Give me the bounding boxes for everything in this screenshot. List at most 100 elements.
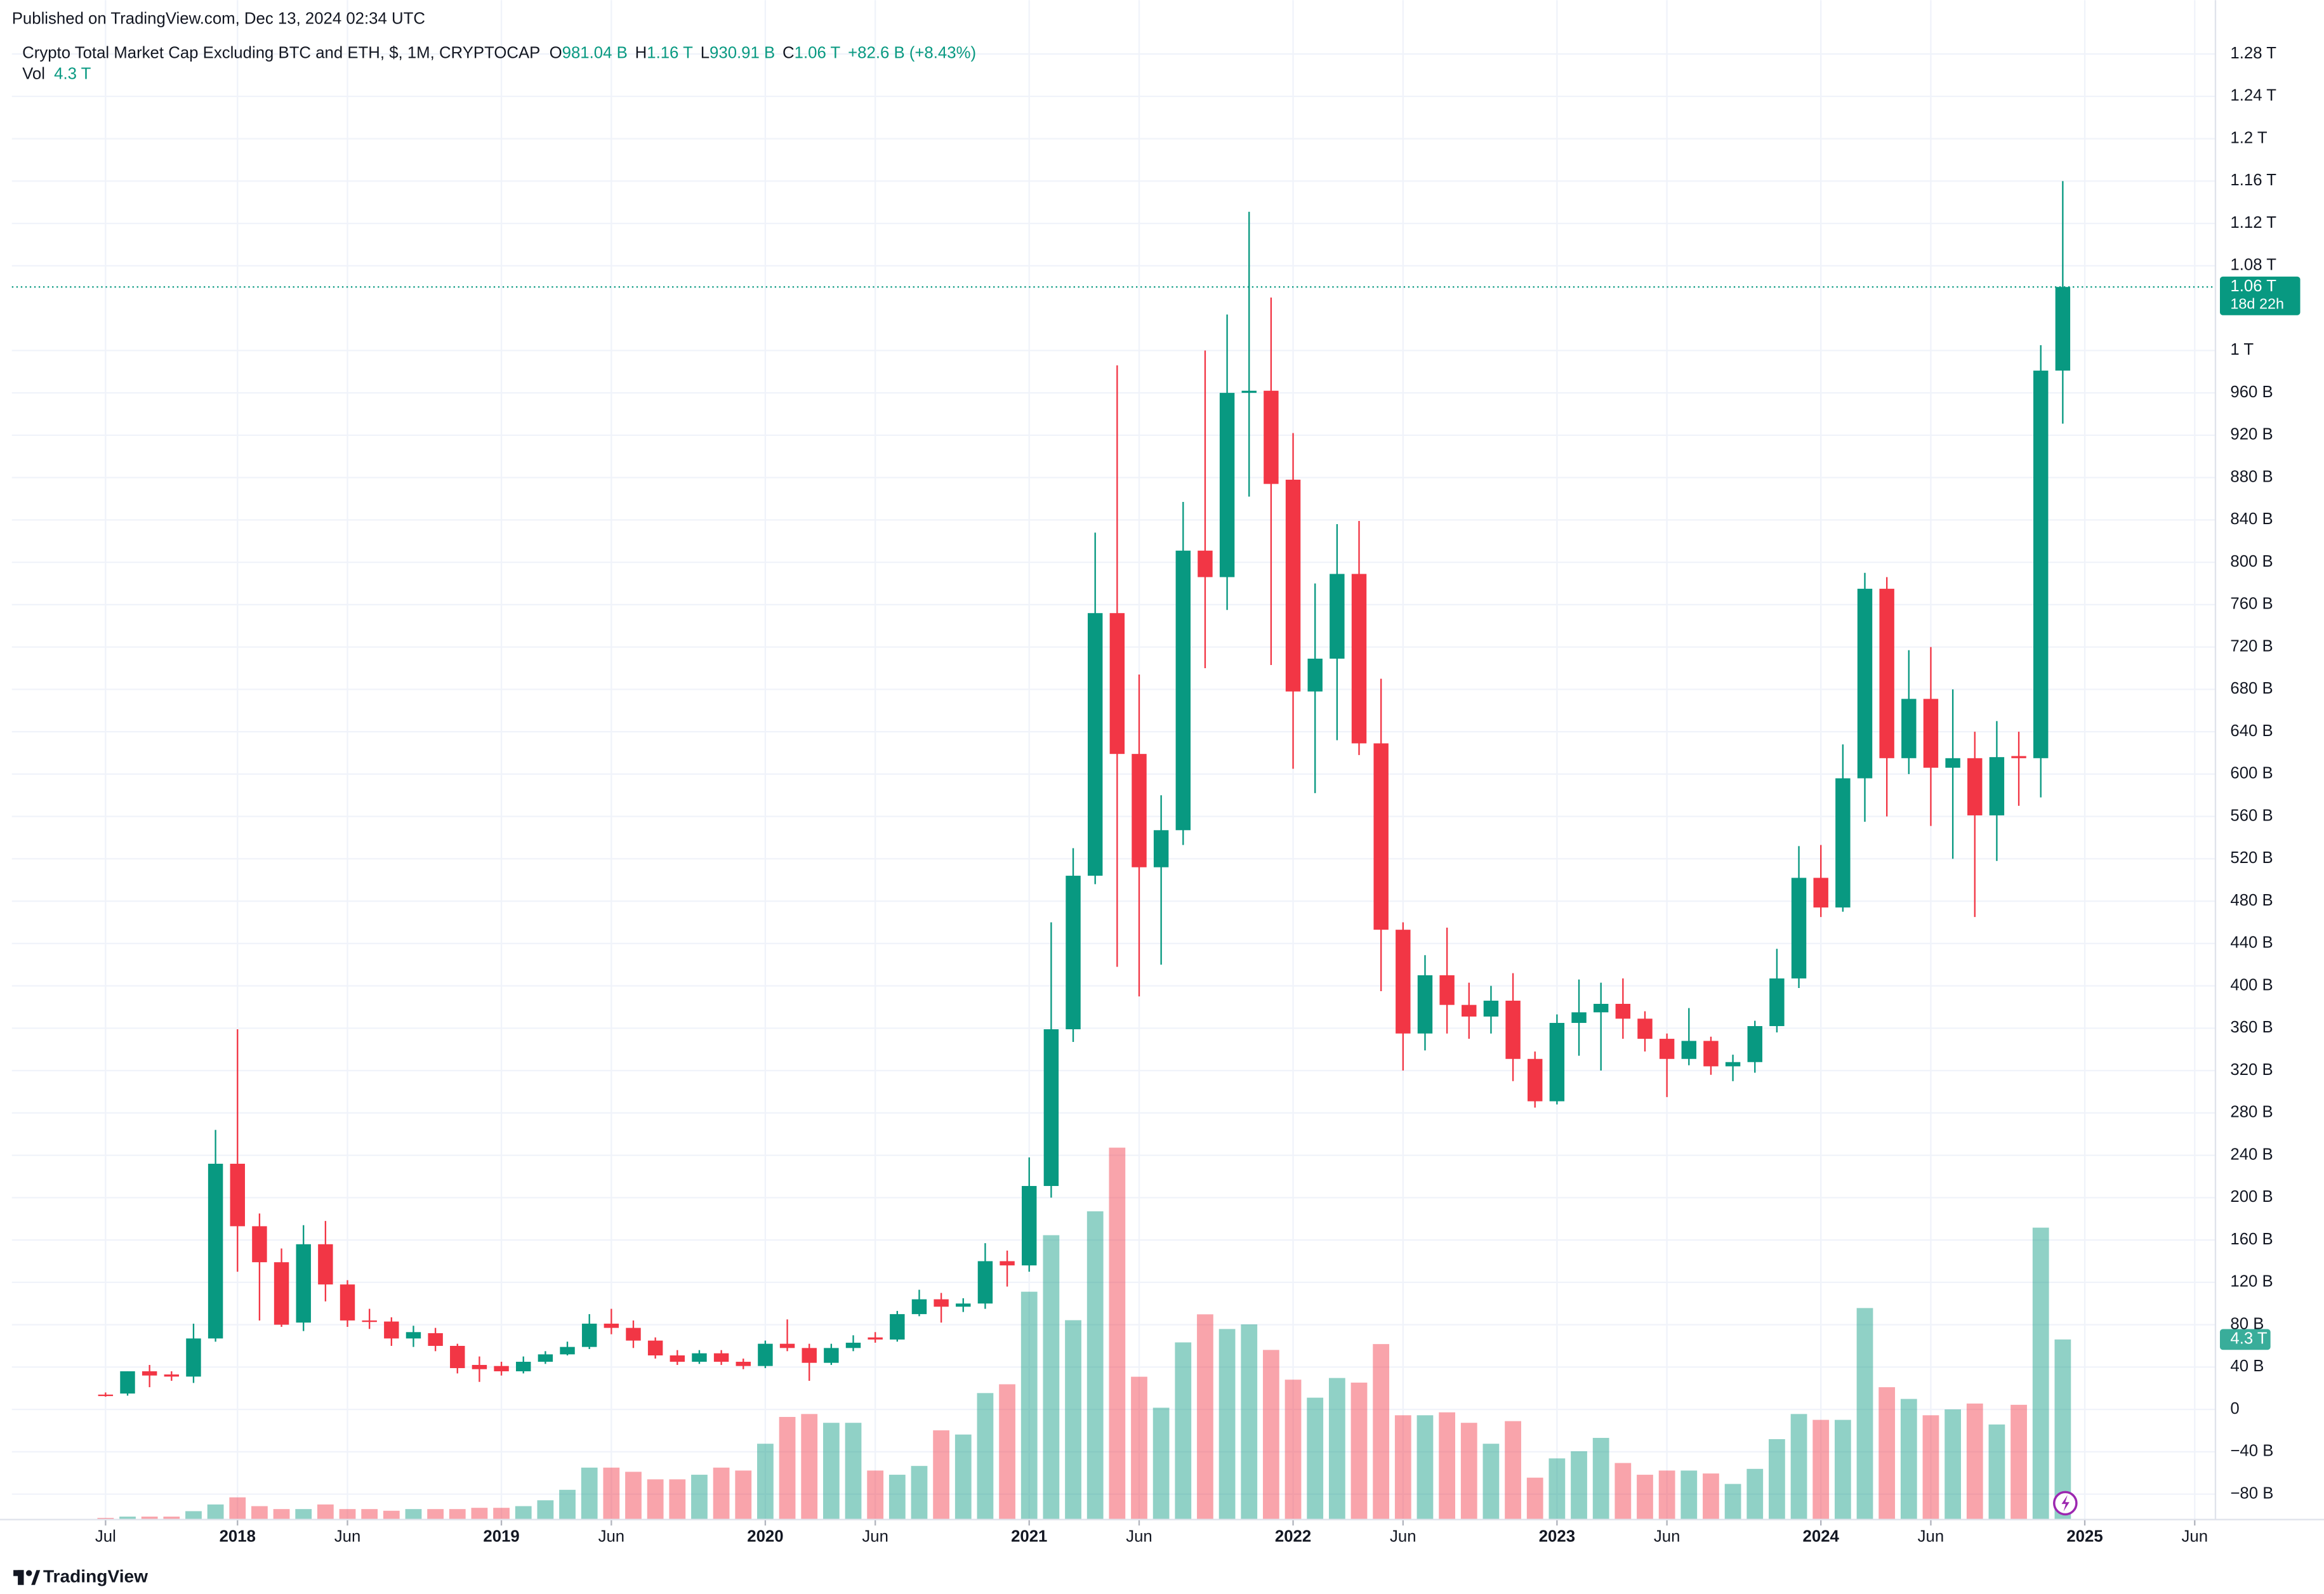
candle-body [1198, 550, 1213, 577]
volume-bar [515, 1506, 532, 1520]
volume-bar [1307, 1397, 1324, 1520]
volume-bar [471, 1508, 488, 1520]
volume-bar [888, 1475, 906, 1520]
volume-bar [2010, 1404, 2027, 1520]
volume-bar [1065, 1320, 1081, 1520]
y-tick-label: 200 B [2230, 1188, 2273, 1206]
close-label: C [782, 44, 795, 62]
volume-bar [779, 1416, 796, 1520]
candle-body [1132, 754, 1147, 867]
candle-body [164, 1374, 180, 1377]
volume-bar [1218, 1329, 1236, 1520]
candle-body [802, 1348, 817, 1363]
candle-body [1791, 878, 1807, 978]
candle-body [1417, 975, 1433, 1034]
candle-body [1285, 479, 1301, 692]
volume-bar [2032, 1227, 2049, 1520]
candle-body [1725, 1062, 1741, 1067]
volume-bar [163, 1517, 180, 1520]
candle-body [1307, 658, 1323, 692]
volume-bar [1944, 1409, 1961, 1520]
brand-name: TradingView [43, 1566, 148, 1586]
candle-body [1505, 1000, 1521, 1059]
candle-body [406, 1332, 421, 1339]
candle-body [560, 1347, 575, 1355]
volume-bar [449, 1509, 466, 1520]
low-value: 930.91 B [710, 44, 775, 62]
volume-bar [1043, 1235, 1060, 1520]
candle-body [736, 1362, 751, 1366]
legend-line: Crypto Total Market Cap Excluding BTC an… [22, 44, 976, 62]
y-tick-label: 320 B [2230, 1061, 2273, 1079]
candle-body [1330, 574, 1345, 659]
y-tick-label: 1.12 T [2230, 214, 2276, 232]
candle-body [911, 1299, 927, 1314]
volume-bar [1790, 1414, 1807, 1520]
axes: 1.28 T 1.24 T 1.2 T 1.16 T 1.12 T 1.08 T 1 T 96… [0, 0, 2324, 1546]
symbol-title: Crypto Total Market Cap Excluding BTC an… [22, 44, 540, 62]
volume-bar [1878, 1387, 1896, 1520]
y-tick-label: 440 B [2230, 934, 2273, 952]
candle-body [296, 1244, 311, 1323]
candle-body [428, 1333, 443, 1346]
candle-body [604, 1323, 619, 1328]
x-tick-label: 2023 [1539, 1528, 1575, 1546]
brand-logo: TradingView [13, 1566, 148, 1586]
candle-body [1615, 1003, 1631, 1019]
volume-bar [251, 1506, 268, 1520]
y-tick-label: 680 B [2230, 680, 2273, 697]
x-tick-label: Jun [1918, 1528, 1944, 1546]
x-tick-label: 2025 [2066, 1528, 2103, 1546]
x-tick-label: 2022 [1275, 1528, 1311, 1546]
candle-body [1175, 550, 1191, 831]
candle-body [1769, 978, 1785, 1027]
candle-body [692, 1353, 707, 1362]
volume-bar [339, 1509, 356, 1520]
volume-bar [1284, 1380, 1302, 1520]
candle-body [758, 1343, 773, 1366]
candle-body [450, 1345, 465, 1369]
candle-body [2011, 756, 2026, 758]
volume-legend: Vol 4.3 T [22, 65, 91, 82]
volume-value: 4.3 T [54, 65, 91, 82]
candle-body [1857, 588, 1873, 779]
x-tick-label: Jun [1654, 1528, 1680, 1546]
candle-body [1637, 1018, 1653, 1039]
volume-bar [295, 1509, 312, 1520]
volume-bar [669, 1479, 686, 1520]
volume-bar [1966, 1403, 1983, 1520]
y-tick-label: 760 B [2230, 595, 2273, 613]
candle-body [516, 1362, 531, 1372]
y-tick-label: 840 B [2230, 510, 2273, 528]
volume-bar [1637, 1475, 1653, 1520]
volume-bar [1900, 1399, 1917, 1520]
y-tick-label: 160 B [2230, 1230, 2273, 1248]
volume-bar [647, 1479, 664, 1520]
volume-bar [1131, 1376, 1147, 1520]
candle-body [274, 1262, 289, 1325]
y-tick-label: 1.28 T [2230, 44, 2276, 62]
volume-bar [1328, 1378, 1345, 1520]
high-value: 1.16 T [647, 44, 693, 62]
volume-bar [1175, 1342, 1192, 1520]
volume-bar [954, 1434, 972, 1520]
countdown-label: 18d 22h [2230, 296, 2284, 312]
candle-body [890, 1314, 905, 1340]
candle-body [977, 1261, 993, 1304]
candle-body [384, 1321, 399, 1339]
volume-bar [427, 1509, 444, 1520]
candle-body [1439, 975, 1455, 1005]
volume-bar [97, 1518, 114, 1520]
candle-body [1549, 1023, 1565, 1102]
volume-bar [1703, 1473, 1719, 1520]
candle-body [186, 1338, 201, 1377]
candle-body [647, 1340, 663, 1356]
y-tick-label: −80 B [2230, 1484, 2273, 1502]
logo-part [18, 1570, 24, 1585]
candle-body [1659, 1039, 1675, 1059]
volume-bar [999, 1384, 1015, 1520]
candle-body [845, 1342, 861, 1348]
candle-body [142, 1371, 157, 1376]
y-tick-label: 1.2 T [2230, 129, 2268, 147]
y-tick-label: 1 T [2230, 341, 2254, 359]
